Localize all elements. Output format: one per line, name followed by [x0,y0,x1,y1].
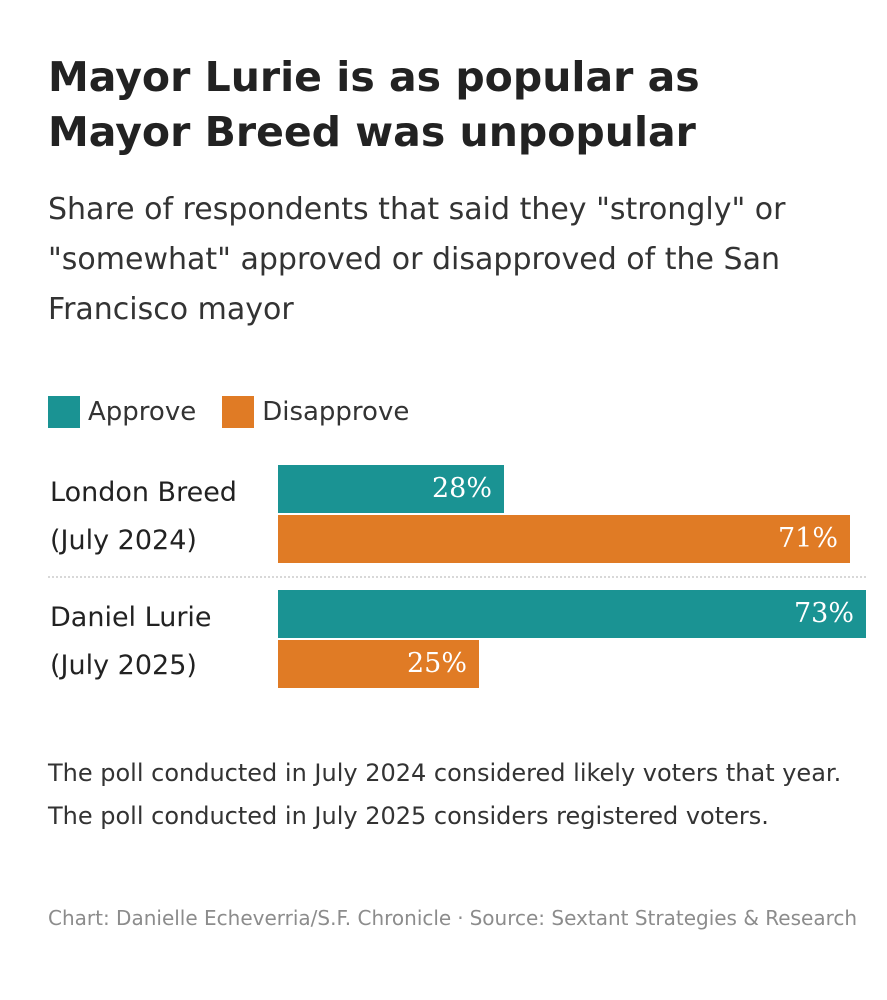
group-divider [48,576,866,578]
chart-subtitle: Share of respondents that said they "str… [48,192,786,327]
chart-note: The poll conducted in July 2024 consider… [48,759,842,830]
legend-item-disapprove: Disapprove [222,396,409,428]
credit-separator: · [457,906,464,930]
row-label-daniel-lurie: Daniel Lurie (July 2025) [50,594,275,690]
legend-label-disapprove: Disapprove [262,397,410,427]
row-label-name: Daniel Lurie [50,602,212,633]
row-label-date: (July 2025) [50,650,197,681]
legend: Approve Disapprove [48,392,435,432]
legend-label-approve: Approve [88,397,197,427]
credit-chart: Chart: Danielle Echeverria/S.F. Chronicl… [48,906,452,930]
chart-title: Mayor Lurie is as popular as Mayor Breed… [48,53,700,156]
chart-credit: Chart: Danielle Echeverria/S.F. Chronicl… [48,900,858,937]
credit-source: Source: Sextant Strategies & Research [469,906,858,930]
bar-value-label: 73% [793,598,854,629]
bar-approve-london-breed: 28% [278,465,504,513]
row-label-name: London Breed [50,477,237,508]
bar-value-label: 28% [431,473,492,504]
bar-value-label: 71% [777,523,838,554]
row-label-london-breed: London Breed (July 2024) [50,469,275,565]
bar-value-label: 25% [406,648,467,679]
bar-approve-daniel-lurie: 73% [278,590,866,638]
legend-item-approve: Approve [48,396,196,428]
bar-disapprove-daniel-lurie: 25% [278,640,479,688]
legend-swatch-approve [48,396,80,428]
row-label-date: (July 2024) [50,525,197,556]
bar-disapprove-london-breed: 71% [278,515,850,563]
legend-swatch-disapprove [222,396,255,428]
